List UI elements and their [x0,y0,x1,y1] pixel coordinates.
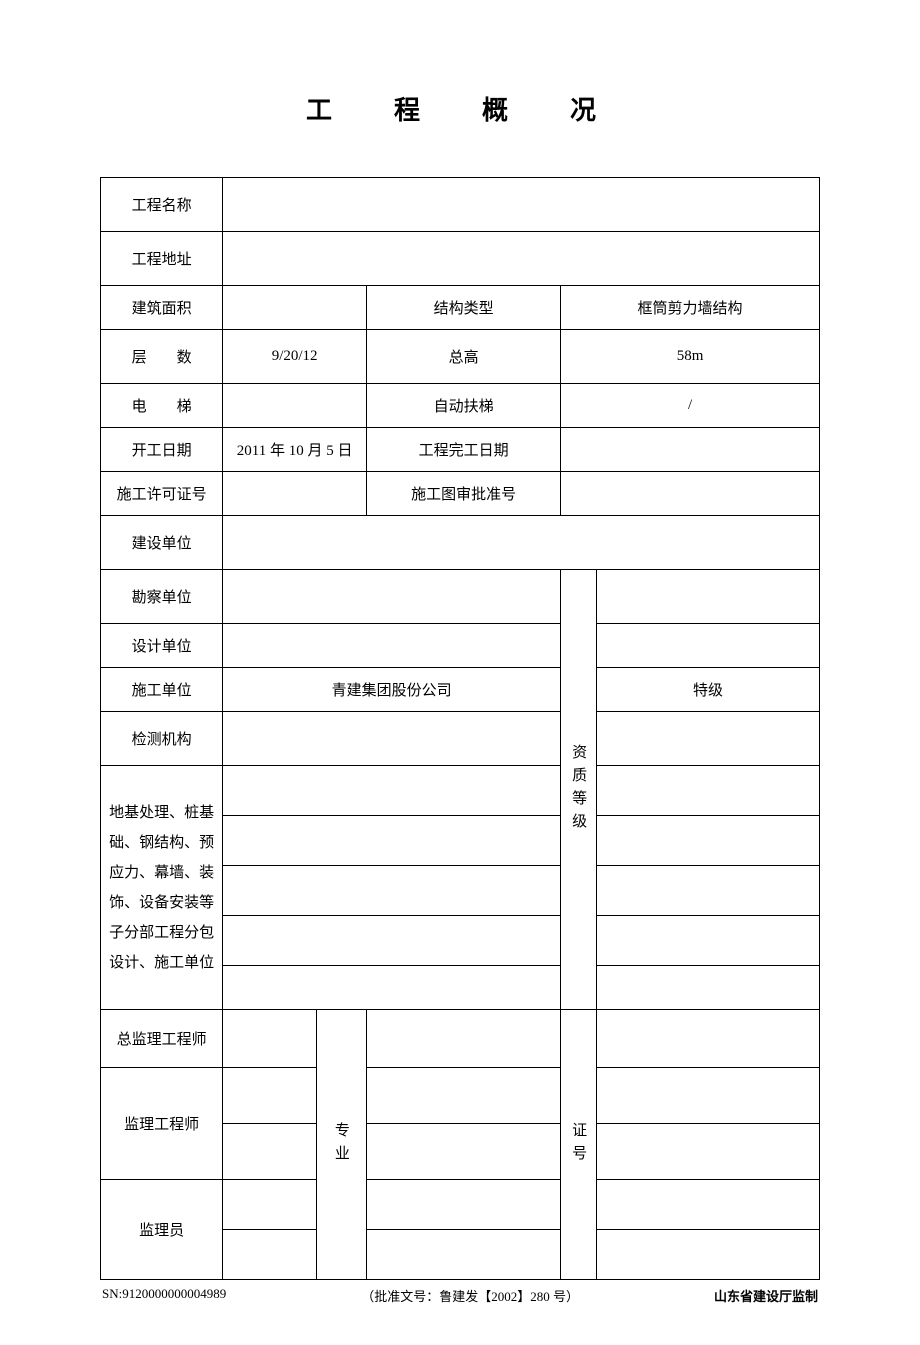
label-structure-type: 结构类型 [367,286,561,330]
label-building-area: 建筑面积 [101,286,223,330]
value-testing-qual [597,712,820,766]
value-sub-5 [223,966,561,1010]
value-design-unit [223,624,561,668]
label-supervisor: 监理员 [101,1180,223,1280]
project-overview-table: 工程名称 工程地址 建筑面积 结构类型 框筒剪力墙结构 层 数 9/20/12 … [100,177,820,1280]
page-title: 工 程 概 况 [100,90,820,127]
value-contractor-unit: 青建集团股份公司 [223,668,561,712]
label-chief-supervisor: 总监理工程师 [101,1010,223,1068]
footer-sn: SN:9120000000004989 [102,1286,226,1305]
value-se-specialty-1 [367,1068,561,1124]
value-chief-supervisor-name [223,1010,316,1068]
value-escalator: / [561,384,820,428]
value-se-name-1 [223,1068,316,1124]
label-qualification-level: 资质等级 [561,570,597,1010]
label-subcontractor: 地基处理、桩基础、钢结构、预应力、幕墙、装饰、设备安装等子分部工程分包设计、施工… [101,766,223,1010]
value-sub-qual-4 [597,916,820,966]
label-total-height: 总高 [367,330,561,384]
value-sup-name-1 [223,1180,316,1230]
value-permit-no [223,472,367,516]
label-permit-no: 施工许可证号 [101,472,223,516]
value-total-height: 58m [561,330,820,384]
value-construction-unit [223,516,820,570]
value-sub-3 [223,866,561,916]
value-sub-1 [223,766,561,816]
label-completion-date: 工程完工日期 [367,428,561,472]
label-contractor-unit: 施工单位 [101,668,223,712]
value-design-qual [597,624,820,668]
value-building-area [223,286,367,330]
value-chief-specialty [367,1010,561,1068]
label-construction-unit: 建设单位 [101,516,223,570]
label-project-name: 工程名称 [101,178,223,232]
value-chief-cert [597,1010,820,1068]
value-start-date: 2011 年 10 月 5 日 [223,428,367,472]
value-drawing-approval-no [561,472,820,516]
value-contractor-qual: 特级 [597,668,820,712]
value-survey-unit [223,570,561,624]
value-floors: 9/20/12 [223,330,367,384]
label-escalator: 自动扶梯 [367,384,561,428]
value-sub-qual-5 [597,966,820,1010]
label-cert-no: 证号 [561,1010,597,1280]
footer: SN:9120000000004989 （批准文号：鲁建发【2002】280 号… [100,1286,820,1305]
value-sub-qual-1 [597,766,820,816]
value-sub-qual-2 [597,816,820,866]
value-se-specialty-2 [367,1124,561,1180]
label-survey-unit: 勘察单位 [101,570,223,624]
value-project-name [223,178,820,232]
value-sup-cert-1 [597,1180,820,1230]
value-sup-cert-2 [597,1230,820,1280]
label-drawing-approval-no: 施工图审批准号 [367,472,561,516]
footer-approval: （批准文号：鲁建发【2002】280 号） [361,1286,579,1305]
value-sub-4 [223,916,561,966]
value-sup-specialty-1 [367,1180,561,1230]
label-specialty: 专业 [316,1010,366,1280]
value-se-cert-2 [597,1124,820,1180]
label-start-date: 开工日期 [101,428,223,472]
label-elevator: 电 梯 [101,384,223,428]
value-project-address [223,232,820,286]
label-testing-org: 检测机构 [101,712,223,766]
value-sub-qual-3 [597,866,820,916]
label-floors: 层 数 [101,330,223,384]
label-design-unit: 设计单位 [101,624,223,668]
value-elevator [223,384,367,428]
value-se-name-2 [223,1124,316,1180]
value-sup-specialty-2 [367,1230,561,1280]
value-sub-2 [223,816,561,866]
label-supervising-engineer: 监理工程师 [101,1068,223,1180]
footer-supervisor-org: 山东省建设厅监制 [714,1286,818,1305]
value-sup-name-2 [223,1230,316,1280]
value-survey-qual [597,570,820,624]
value-completion-date [561,428,820,472]
label-project-address: 工程地址 [101,232,223,286]
value-structure-type: 框筒剪力墙结构 [561,286,820,330]
value-testing-org [223,712,561,766]
value-se-cert-1 [597,1068,820,1124]
